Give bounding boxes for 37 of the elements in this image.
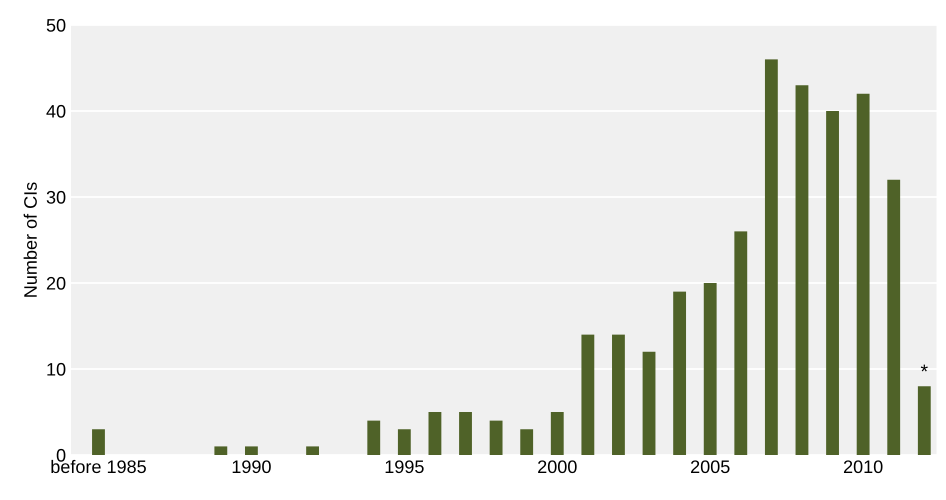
y-axis-title: Number of CIs xyxy=(24,182,37,297)
y-tick-label: 50 xyxy=(46,18,66,32)
bar xyxy=(367,420,380,455)
y-tick-label: 10 xyxy=(47,362,66,376)
bar xyxy=(428,412,442,455)
x-tick-label: before 1985 xyxy=(51,460,146,474)
bar xyxy=(887,180,900,455)
bar xyxy=(306,446,320,455)
bar xyxy=(704,283,717,455)
x-tick-label: 1995 xyxy=(386,460,424,474)
annotation: * xyxy=(920,364,928,372)
bar xyxy=(764,59,778,455)
bar xyxy=(581,334,594,455)
y-tick-label: 0 xyxy=(56,448,66,462)
bar xyxy=(490,420,503,455)
x-tick-label: 2000 xyxy=(538,460,577,474)
bar xyxy=(796,85,808,455)
y-tick-label: 20 xyxy=(46,276,66,290)
bar xyxy=(459,412,472,455)
x-tick-label: 1990 xyxy=(232,460,271,474)
bar xyxy=(612,334,625,455)
bar xyxy=(550,412,564,455)
x-tick-label: 2005 xyxy=(691,460,730,474)
x-tick-label: 2010 xyxy=(844,460,883,474)
bar xyxy=(92,429,105,455)
y-tick-label: 40 xyxy=(46,104,66,118)
bar xyxy=(520,429,534,455)
bar xyxy=(214,446,228,455)
bar xyxy=(673,292,686,455)
bar xyxy=(918,386,931,455)
bar xyxy=(244,446,258,455)
y-tick-label: 30 xyxy=(46,190,66,204)
bar xyxy=(856,94,870,455)
bar xyxy=(826,111,839,455)
bar xyxy=(398,429,411,455)
bar xyxy=(734,231,748,455)
bar xyxy=(642,352,656,455)
